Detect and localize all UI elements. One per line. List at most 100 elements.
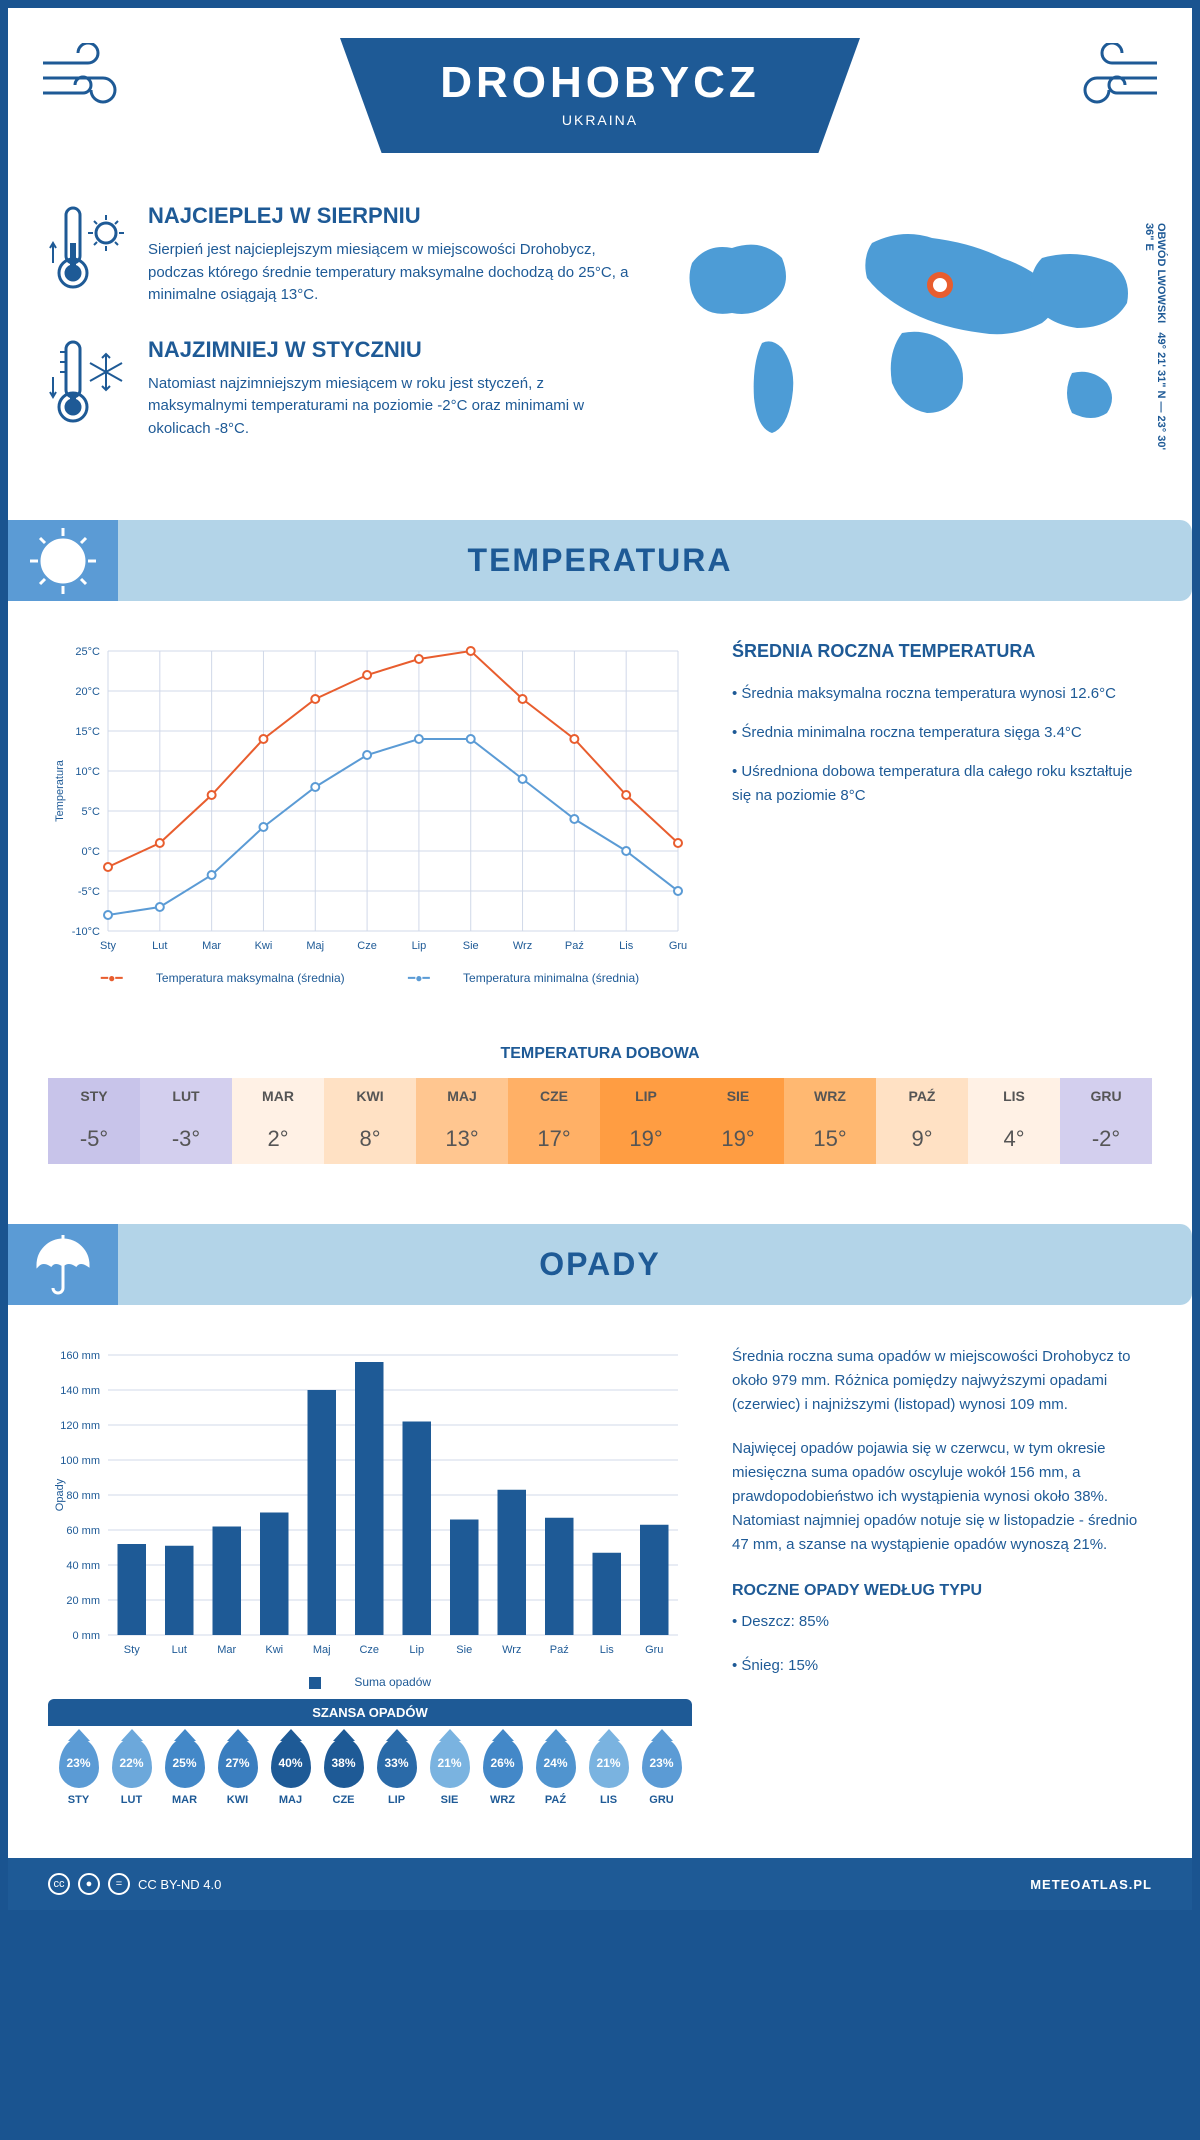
svg-text:5°C: 5°C <box>82 806 101 818</box>
temp-info-p2: • Średnia minimalna roczna temperatura s… <box>732 721 1152 745</box>
precip-bar-chart: 0 mm20 mm40 mm60 mm80 mm100 mm120 mm140 … <box>48 1345 688 1665</box>
svg-text:Sie: Sie <box>463 940 479 952</box>
svg-text:Gru: Gru <box>645 1644 663 1656</box>
daily-temp-title: TEMPERATURA DOBOWA <box>8 1045 1192 1063</box>
world-map <box>672 203 1152 453</box>
chance-cell: .drop::before{border-bottom:12px solid i… <box>635 1738 688 1806</box>
svg-text:60 mm: 60 mm <box>66 1525 100 1537</box>
svg-text:100 mm: 100 mm <box>60 1455 100 1467</box>
svg-text:Kwi: Kwi <box>255 940 273 952</box>
svg-text:20 mm: 20 mm <box>66 1595 100 1607</box>
precip-p2: Najwięcej opadów pojawia się w czerwcu, … <box>732 1437 1152 1557</box>
precip-snow: • Śnieg: 15% <box>732 1654 1152 1678</box>
daily-temp-cell: PAŹ9° <box>876 1078 968 1164</box>
svg-text:25°C: 25°C <box>75 646 100 658</box>
warmest-text: Sierpień jest najcieplejszym miesiącem w… <box>148 239 632 307</box>
footer: cc ● = CC BY-ND 4.0 METEOATLAS.PL <box>8 1858 1192 1910</box>
svg-text:120 mm: 120 mm <box>60 1420 100 1432</box>
svg-text:0 mm: 0 mm <box>73 1630 101 1642</box>
svg-text:Lut: Lut <box>172 1644 187 1656</box>
temperature-section: -10°C-5°C0°C5°C10°C15°C20°C25°CStyLutMar… <box>8 621 1192 1015</box>
svg-text:Wrz: Wrz <box>513 940 532 952</box>
daily-temp-table: STY-5°LUT-3°MAR2°KWI8°MAJ13°CZE17°LIP19°… <box>8 1078 1192 1164</box>
warmest-block: NAJCIEPLEJ W SIERPNIU Sierpień jest najc… <box>48 203 632 307</box>
svg-text:Sty: Sty <box>100 940 116 952</box>
chance-cell: .drop::before{border-bottom:12px solid i… <box>529 1738 582 1806</box>
svg-text:80 mm: 80 mm <box>66 1490 100 1502</box>
temp-summary: ŚREDNIA ROCZNA TEMPERATURA • Średnia mak… <box>732 641 1152 995</box>
precipitation-section: 0 mm20 mm40 mm60 mm80 mm100 mm120 mm140 … <box>8 1325 1192 1858</box>
cc-icon: cc <box>48 1873 70 1895</box>
chance-cell: .drop::before{border-bottom:12px solid i… <box>370 1738 423 1806</box>
umbrella-icon <box>8 1224 118 1305</box>
svg-text:Maj: Maj <box>313 1644 331 1656</box>
precip-p1: Średnia roczna suma opadów w miejscowośc… <box>732 1345 1152 1417</box>
coldest-text: Natomiast najzimniejszym miesiącem w rok… <box>148 373 632 441</box>
svg-text:Cze: Cze <box>357 940 377 952</box>
infographic-page: DROHOBYCZ UKRAINA NAJCIEPLEJ W SIERPNIU … <box>8 8 1192 1910</box>
chance-title: SZANSA OPADÓW <box>48 1699 692 1726</box>
svg-text:Opady: Opady <box>54 1478 66 1511</box>
temp-legend: ━●━ Temperatura maksymalna (średnia) ━●━… <box>48 961 692 995</box>
chance-cell: .drop::before{border-bottom:12px solid i… <box>317 1738 370 1806</box>
svg-text:Wrz: Wrz <box>502 1644 521 1656</box>
temp-info-p1: • Średnia maksymalna roczna temperatura … <box>732 682 1152 706</box>
svg-text:Gru: Gru <box>669 940 687 952</box>
svg-text:Lut: Lut <box>152 940 167 952</box>
wind-icon-left <box>38 43 128 113</box>
precip-legend: Suma opadów <box>48 1665 692 1699</box>
temp-info-p3: • Uśredniona dobowa temperatura dla całe… <box>732 760 1152 808</box>
svg-text:-5°C: -5°C <box>78 886 100 898</box>
daily-temp-cell: LIS4° <box>968 1078 1060 1164</box>
svg-text:Paź: Paź <box>565 940 584 952</box>
intro-text-column: NAJCIEPLEJ W SIERPNIU Sierpień jest najc… <box>48 203 632 470</box>
svg-text:Maj: Maj <box>306 940 324 952</box>
svg-text:160 mm: 160 mm <box>60 1350 100 1362</box>
precip-type-title: ROCZNE OPADY WEDŁUG TYPU <box>732 1582 1152 1600</box>
country-name: UKRAINA <box>400 112 800 128</box>
chance-box: SZANSA OPADÓW .drop::before{border-botto… <box>48 1699 692 1818</box>
svg-text:Kwi: Kwi <box>265 1644 283 1656</box>
chance-cell: .drop::before{border-bottom:12px solid i… <box>582 1738 635 1806</box>
svg-text:Mar: Mar <box>217 1644 236 1656</box>
nd-icon: = <box>108 1873 130 1895</box>
wind-icon-right <box>1072 43 1162 113</box>
site-name: METEOATLAS.PL <box>1030 1877 1152 1892</box>
title-banner: DROHOBYCZ UKRAINA <box>340 38 860 153</box>
svg-text:20°C: 20°C <box>75 686 100 698</box>
daily-temp-cell: MAR2° <box>232 1078 324 1164</box>
header: DROHOBYCZ UKRAINA <box>8 8 1192 173</box>
svg-text:Lis: Lis <box>619 940 634 952</box>
chance-cell: .drop::before{border-bottom:12px solid i… <box>423 1738 476 1806</box>
precipitation-header: OPADY <box>8 1224 1192 1305</box>
daily-temp-cell: KWI8° <box>324 1078 416 1164</box>
thermometer-cold-icon <box>48 337 128 441</box>
precip-summary: Średnia roczna suma opadów w miejscowośc… <box>732 1345 1152 1818</box>
temp-line-chart: -10°C-5°C0°C5°C10°C15°C20°C25°CStyLutMar… <box>48 641 692 995</box>
warmest-title: NAJCIEPLEJ W SIERPNIU <box>148 203 632 229</box>
precipitation-title: OPADY <box>30 1246 1170 1283</box>
chance-cell: .drop::before{border-bottom:12px solid i… <box>105 1738 158 1806</box>
chance-row: .drop::before{border-bottom:12px solid i… <box>48 1726 692 1818</box>
coldest-block: NAJZIMNIEJ W STYCZNIU Natomiast najzimni… <box>48 337 632 441</box>
precip-rain: • Deszcz: 85% <box>732 1610 1152 1634</box>
daily-temp-cell: LIP19° <box>600 1078 692 1164</box>
svg-text:Sty: Sty <box>124 1644 140 1656</box>
chance-cell: .drop::before{border-bottom:12px solid i… <box>52 1738 105 1806</box>
coldest-title: NAJZIMNIEJ W STYCZNIU <box>148 337 632 363</box>
daily-temp-cell: GRU-2° <box>1060 1078 1152 1164</box>
sun-icon <box>8 520 118 601</box>
svg-text:Temperatura: Temperatura <box>54 759 66 822</box>
svg-text:Sie: Sie <box>456 1644 472 1656</box>
temperature-title: TEMPERATURA <box>30 542 1170 579</box>
daily-temp-cell: CZE17° <box>508 1078 600 1164</box>
chance-cell: .drop::before{border-bottom:12px solid i… <box>476 1738 529 1806</box>
chance-cell: .drop::before{border-bottom:12px solid i… <box>264 1738 317 1806</box>
daily-temp-cell: MAJ13° <box>416 1078 508 1164</box>
svg-text:10°C: 10°C <box>75 766 100 778</box>
chance-cell: .drop::before{border-bottom:12px solid i… <box>211 1738 264 1806</box>
daily-temp-cell: STY-5° <box>48 1078 140 1164</box>
daily-temp-cell: WRZ15° <box>784 1078 876 1164</box>
svg-text:Mar: Mar <box>202 940 221 952</box>
coordinates: OBWÓD LWOWSKI 49° 21' 31" N — 23° 30' 36… <box>1143 223 1167 470</box>
